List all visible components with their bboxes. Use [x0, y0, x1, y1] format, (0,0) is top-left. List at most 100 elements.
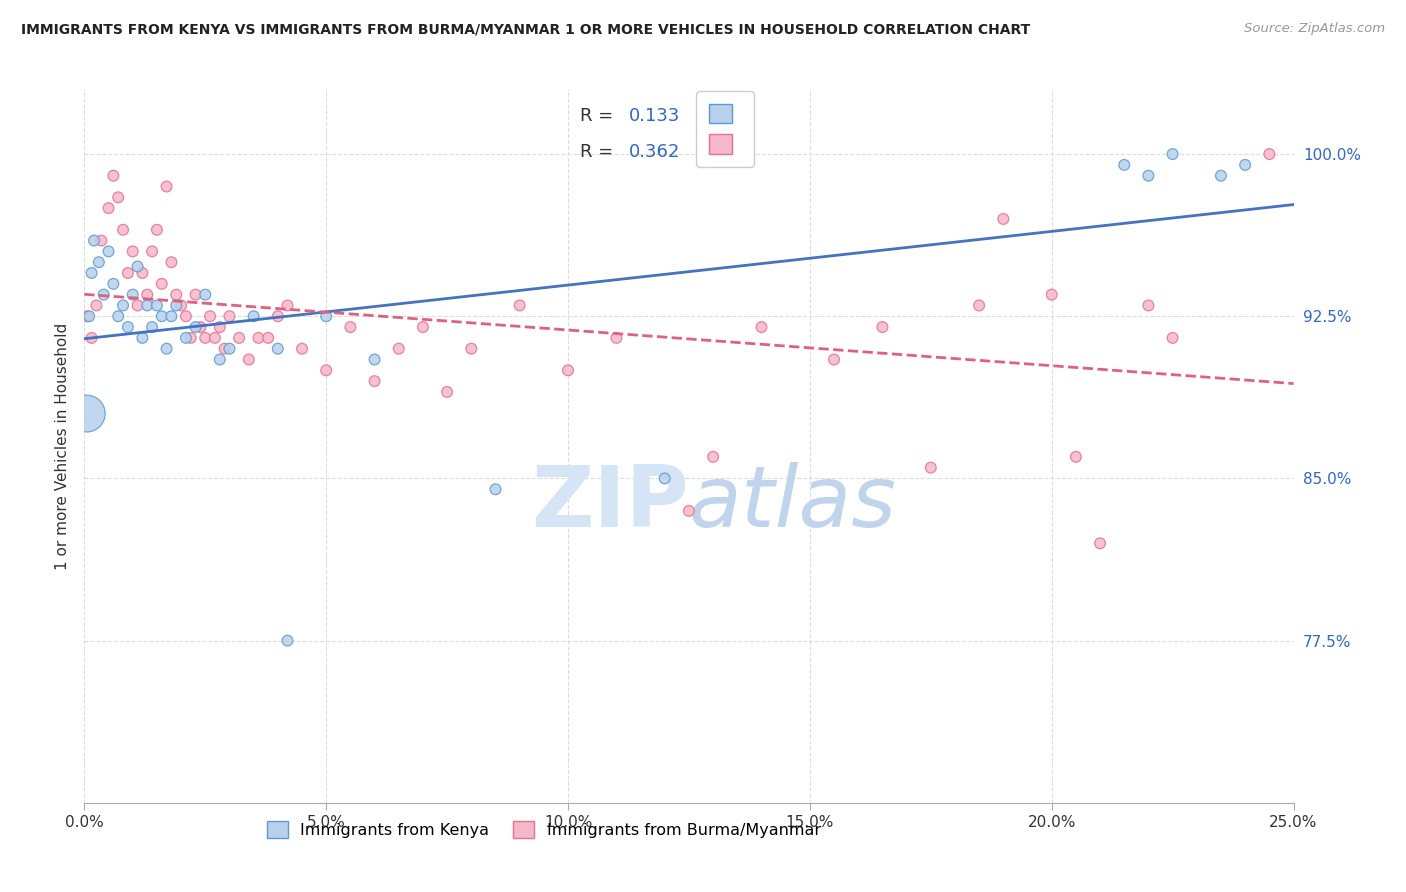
- Point: [174, 331, 197, 345]
- Point: [363, 374, 385, 388]
- Point: [93, 287, 115, 301]
- Point: [150, 310, 173, 324]
- Point: [160, 255, 183, 269]
- Point: [509, 298, 531, 312]
- Point: [1234, 158, 1257, 172]
- Point: [1209, 169, 1232, 183]
- Point: [131, 331, 153, 345]
- Point: [80, 266, 103, 280]
- Point: [117, 266, 139, 280]
- Point: [103, 277, 125, 291]
- Point: [1064, 450, 1087, 464]
- Point: [112, 298, 135, 312]
- Point: [228, 331, 250, 345]
- Point: [121, 287, 143, 301]
- Point: [339, 320, 361, 334]
- Point: [198, 310, 221, 324]
- Point: [214, 342, 236, 356]
- Point: [218, 342, 240, 356]
- Point: [557, 363, 579, 377]
- Point: [184, 287, 207, 301]
- Point: [238, 352, 260, 367]
- Point: [117, 320, 139, 334]
- Point: [315, 310, 337, 324]
- Point: [107, 310, 129, 324]
- Point: [412, 320, 434, 334]
- Point: [702, 450, 724, 464]
- Point: [127, 298, 149, 312]
- Text: 38: 38: [731, 107, 754, 125]
- Point: [87, 255, 110, 269]
- Point: [218, 310, 240, 324]
- Point: [83, 234, 105, 248]
- Text: 0.362: 0.362: [628, 143, 681, 161]
- Text: ZIP: ZIP: [531, 461, 689, 545]
- Point: [170, 298, 193, 312]
- Point: [165, 298, 187, 312]
- Point: [654, 471, 676, 485]
- Point: [823, 352, 845, 367]
- Point: [1137, 298, 1160, 312]
- Point: [460, 342, 482, 356]
- Text: N =: N =: [683, 143, 734, 161]
- Point: [436, 384, 458, 399]
- Point: [1114, 158, 1136, 172]
- Text: R =: R =: [581, 107, 619, 125]
- Point: [90, 234, 112, 248]
- Point: [276, 298, 298, 312]
- Point: [1137, 169, 1160, 183]
- Point: [678, 504, 700, 518]
- Point: [184, 320, 207, 334]
- Point: [484, 482, 506, 496]
- Point: [204, 331, 226, 345]
- Point: [920, 460, 942, 475]
- Point: [127, 260, 149, 274]
- Point: [1161, 331, 1184, 345]
- Point: [190, 320, 212, 334]
- Point: [291, 342, 314, 356]
- Point: [77, 310, 100, 324]
- Point: [1161, 147, 1184, 161]
- Point: [315, 363, 337, 377]
- Point: [276, 633, 298, 648]
- Point: [174, 310, 197, 324]
- Text: N =: N =: [683, 107, 734, 125]
- Point: [257, 331, 280, 345]
- Point: [194, 287, 217, 301]
- Point: [751, 320, 773, 334]
- Point: [1088, 536, 1111, 550]
- Point: [136, 298, 159, 312]
- Point: [194, 331, 217, 345]
- Point: [103, 169, 125, 183]
- Point: [146, 298, 169, 312]
- Text: IMMIGRANTS FROM KENYA VS IMMIGRANTS FROM BURMA/MYANMAR 1 OR MORE VEHICLES IN HOU: IMMIGRANTS FROM KENYA VS IMMIGRANTS FROM…: [21, 22, 1031, 37]
- Text: atlas: atlas: [689, 461, 897, 545]
- Point: [86, 298, 108, 312]
- Point: [180, 331, 202, 345]
- Text: 61: 61: [731, 143, 754, 161]
- Point: [150, 277, 173, 291]
- Point: [112, 223, 135, 237]
- Point: [97, 244, 120, 259]
- Point: [121, 244, 143, 259]
- Text: R =: R =: [581, 143, 619, 161]
- Point: [141, 320, 163, 334]
- Point: [993, 211, 1015, 226]
- Point: [107, 190, 129, 204]
- Point: [242, 310, 264, 324]
- Point: [247, 331, 270, 345]
- Point: [80, 331, 103, 345]
- Point: [208, 320, 231, 334]
- Text: Source: ZipAtlas.com: Source: ZipAtlas.com: [1244, 22, 1385, 36]
- Point: [76, 310, 98, 324]
- Point: [605, 331, 627, 345]
- Legend: Immigrants from Kenya, Immigrants from Burma/Myanmar: Immigrants from Kenya, Immigrants from B…: [260, 814, 827, 845]
- Point: [872, 320, 894, 334]
- Point: [155, 179, 177, 194]
- Point: [967, 298, 990, 312]
- Point: [363, 352, 385, 367]
- Point: [1040, 287, 1063, 301]
- Point: [1258, 147, 1281, 161]
- Point: [388, 342, 411, 356]
- Point: [136, 287, 159, 301]
